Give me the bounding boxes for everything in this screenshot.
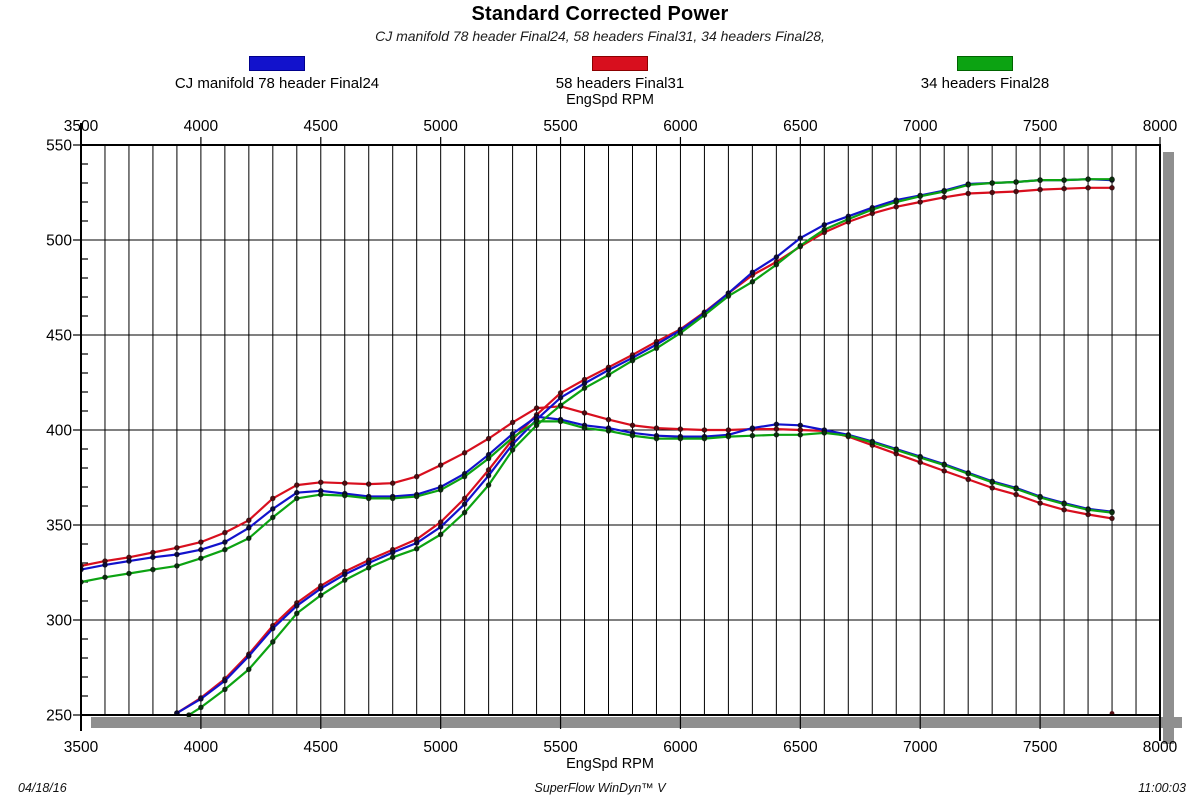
svg-text:7000: 7000 [903, 739, 938, 756]
plot-shadow-right [1163, 152, 1174, 744]
svg-text:6500: 6500 [783, 118, 818, 135]
svg-text:5500: 5500 [543, 739, 578, 756]
footer-software-name: SuperFlow WinDyn™ V [534, 781, 666, 795]
legend-swatch-blue [249, 56, 305, 71]
legend-item-red: 58 headers Final31 [460, 56, 780, 92]
svg-text:300: 300 [46, 613, 72, 630]
x-axis-bottom-labels: 3500 4000 4500 5000 5500 6000 6500 7000 7500 8000 [64, 739, 1178, 756]
svg-text:5000: 5000 [423, 739, 458, 756]
plot-shadow-bottom [91, 717, 1182, 728]
svg-text:4500: 4500 [304, 739, 339, 756]
torque-curve [81, 405, 1114, 567]
svg-text:6000: 6000 [663, 739, 698, 756]
svg-text:7500: 7500 [1023, 118, 1058, 135]
svg-text:400: 400 [46, 423, 72, 440]
svg-text:7500: 7500 [1023, 739, 1058, 756]
legend-swatch-red [592, 56, 648, 71]
svg-text:500: 500 [46, 233, 72, 250]
svg-text:6500: 6500 [783, 739, 818, 756]
page-title: Standard Corrected Power [471, 3, 729, 25]
svg-text:3500: 3500 [64, 739, 99, 756]
legend-item-green: 34 headers Final28 [825, 56, 1145, 92]
x-axis-title-bottom: EngSpd RPM [566, 756, 654, 772]
legend-label: 58 headers Final31 [555, 75, 685, 92]
svg-text:550: 550 [46, 138, 72, 155]
svg-text:4500: 4500 [304, 118, 339, 135]
power-curve [175, 186, 1114, 715]
svg-text:4000: 4000 [184, 739, 219, 756]
svg-text:350: 350 [46, 518, 72, 535]
power-curve [175, 178, 1114, 715]
legend-swatch-green [957, 56, 1013, 71]
axis-ticks [80, 123, 1161, 741]
y-axis-labels: 550 500 450 400 350 300 250 [46, 138, 72, 725]
svg-text:7000: 7000 [903, 118, 938, 135]
svg-text:8000: 8000 [1143, 118, 1178, 135]
svg-text:3500: 3500 [64, 118, 99, 135]
svg-text:5500: 5500 [543, 118, 578, 135]
svg-text:450: 450 [46, 328, 72, 345]
legend-item-blue: CJ manifold 78 header Final24 [117, 56, 437, 92]
legend-label: CJ manifold 78 header Final24 [174, 75, 380, 92]
svg-text:5000: 5000 [423, 118, 458, 135]
svg-text:6000: 6000 [663, 118, 698, 135]
power-curve [187, 178, 1114, 717]
svg-text:8000: 8000 [1143, 739, 1178, 756]
plot-frame [80, 144, 1161, 716]
legend-label: 34 headers Final28 [920, 75, 1050, 92]
chart-subtitle: CJ manifold 78 header Final24, 58 header… [375, 28, 825, 44]
torque-curve [81, 415, 1114, 571]
svg-text:250: 250 [46, 708, 72, 725]
footer-time: 11:00:03 [1138, 781, 1186, 795]
svg-text:4000: 4000 [184, 118, 219, 135]
torque-curve [81, 420, 1114, 584]
data-curves [81, 176, 1115, 717]
x-axis-title-top: EngSpd RPM [566, 92, 654, 108]
footer-date: 04/18/16 [18, 781, 67, 795]
x-axis-top-labels: 3500 4000 4500 5000 5500 6000 6500 7000 7500 8000 [64, 118, 1178, 135]
